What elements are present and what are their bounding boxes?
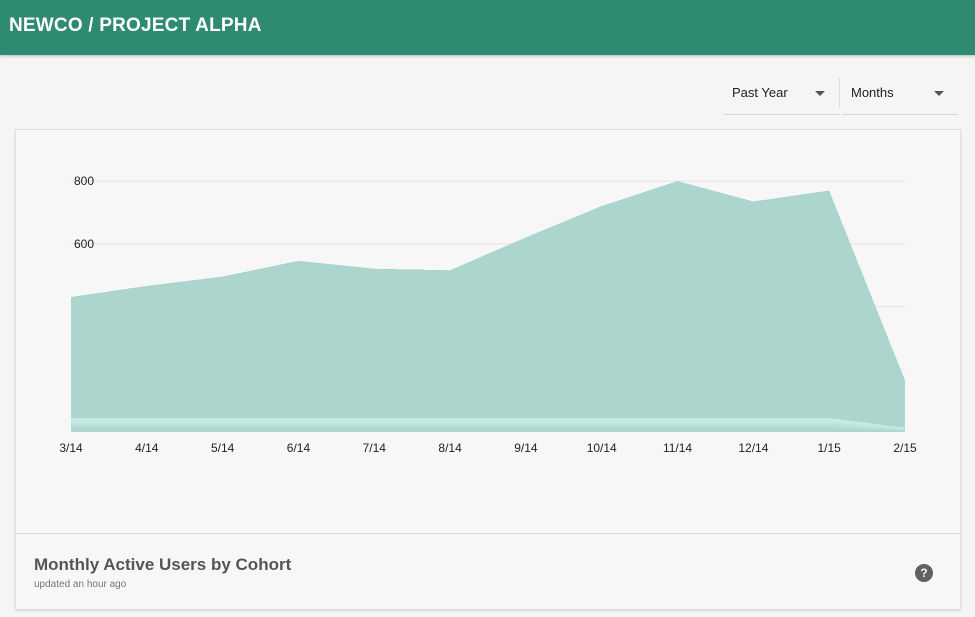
select-divider (839, 78, 840, 108)
card-footer: Monthly Active Users by Cohort updated a… (16, 533, 960, 610)
cohort-tail-band (71, 429, 905, 432)
y-tick-label: 800 (74, 174, 94, 188)
time-unit-value: Months (851, 85, 894, 100)
x-tick-label: 1/15 (818, 441, 842, 455)
chart-card: 2004006008003/144/145/146/147/148/149/14… (15, 129, 961, 610)
card-title: Monthly Active Users by Cohort (34, 555, 292, 574)
x-tick-label: 12/14 (738, 441, 768, 455)
time-unit-select[interactable]: Months (842, 70, 958, 115)
help-icon[interactable]: ? (915, 564, 933, 582)
arrow-drop-down-icon (815, 91, 825, 96)
x-tick-label: 4/14 (135, 441, 159, 455)
x-tick-label: 8/14 (438, 441, 462, 455)
cohort-area-2/15 (71, 181, 905, 432)
app-bar: NEWCO / PROJECT ALPHA (0, 0, 975, 55)
x-tick-label: 3/14 (59, 441, 83, 455)
x-tick-label: 5/14 (211, 441, 235, 455)
x-tick-label: 7/14 (363, 441, 387, 455)
time-range-value: Past Year (732, 85, 788, 100)
cohort-area-chart: 2004006008003/144/145/146/147/148/149/14… (59, 174, 917, 455)
x-tick-label: 9/14 (514, 441, 538, 455)
x-tick-label: 2/15 (893, 441, 917, 455)
x-tick-label: 10/14 (587, 441, 617, 455)
y-tick-label: 600 (74, 237, 94, 251)
arrow-drop-down-icon (934, 91, 944, 96)
x-tick-label: 6/14 (287, 441, 311, 455)
time-range-select[interactable]: Past Year (724, 70, 839, 115)
app-title: NEWCO / PROJECT ALPHA (9, 15, 262, 36)
x-tick-label: 11/14 (663, 441, 692, 455)
card-subtitle: updated an hour ago (34, 579, 127, 590)
